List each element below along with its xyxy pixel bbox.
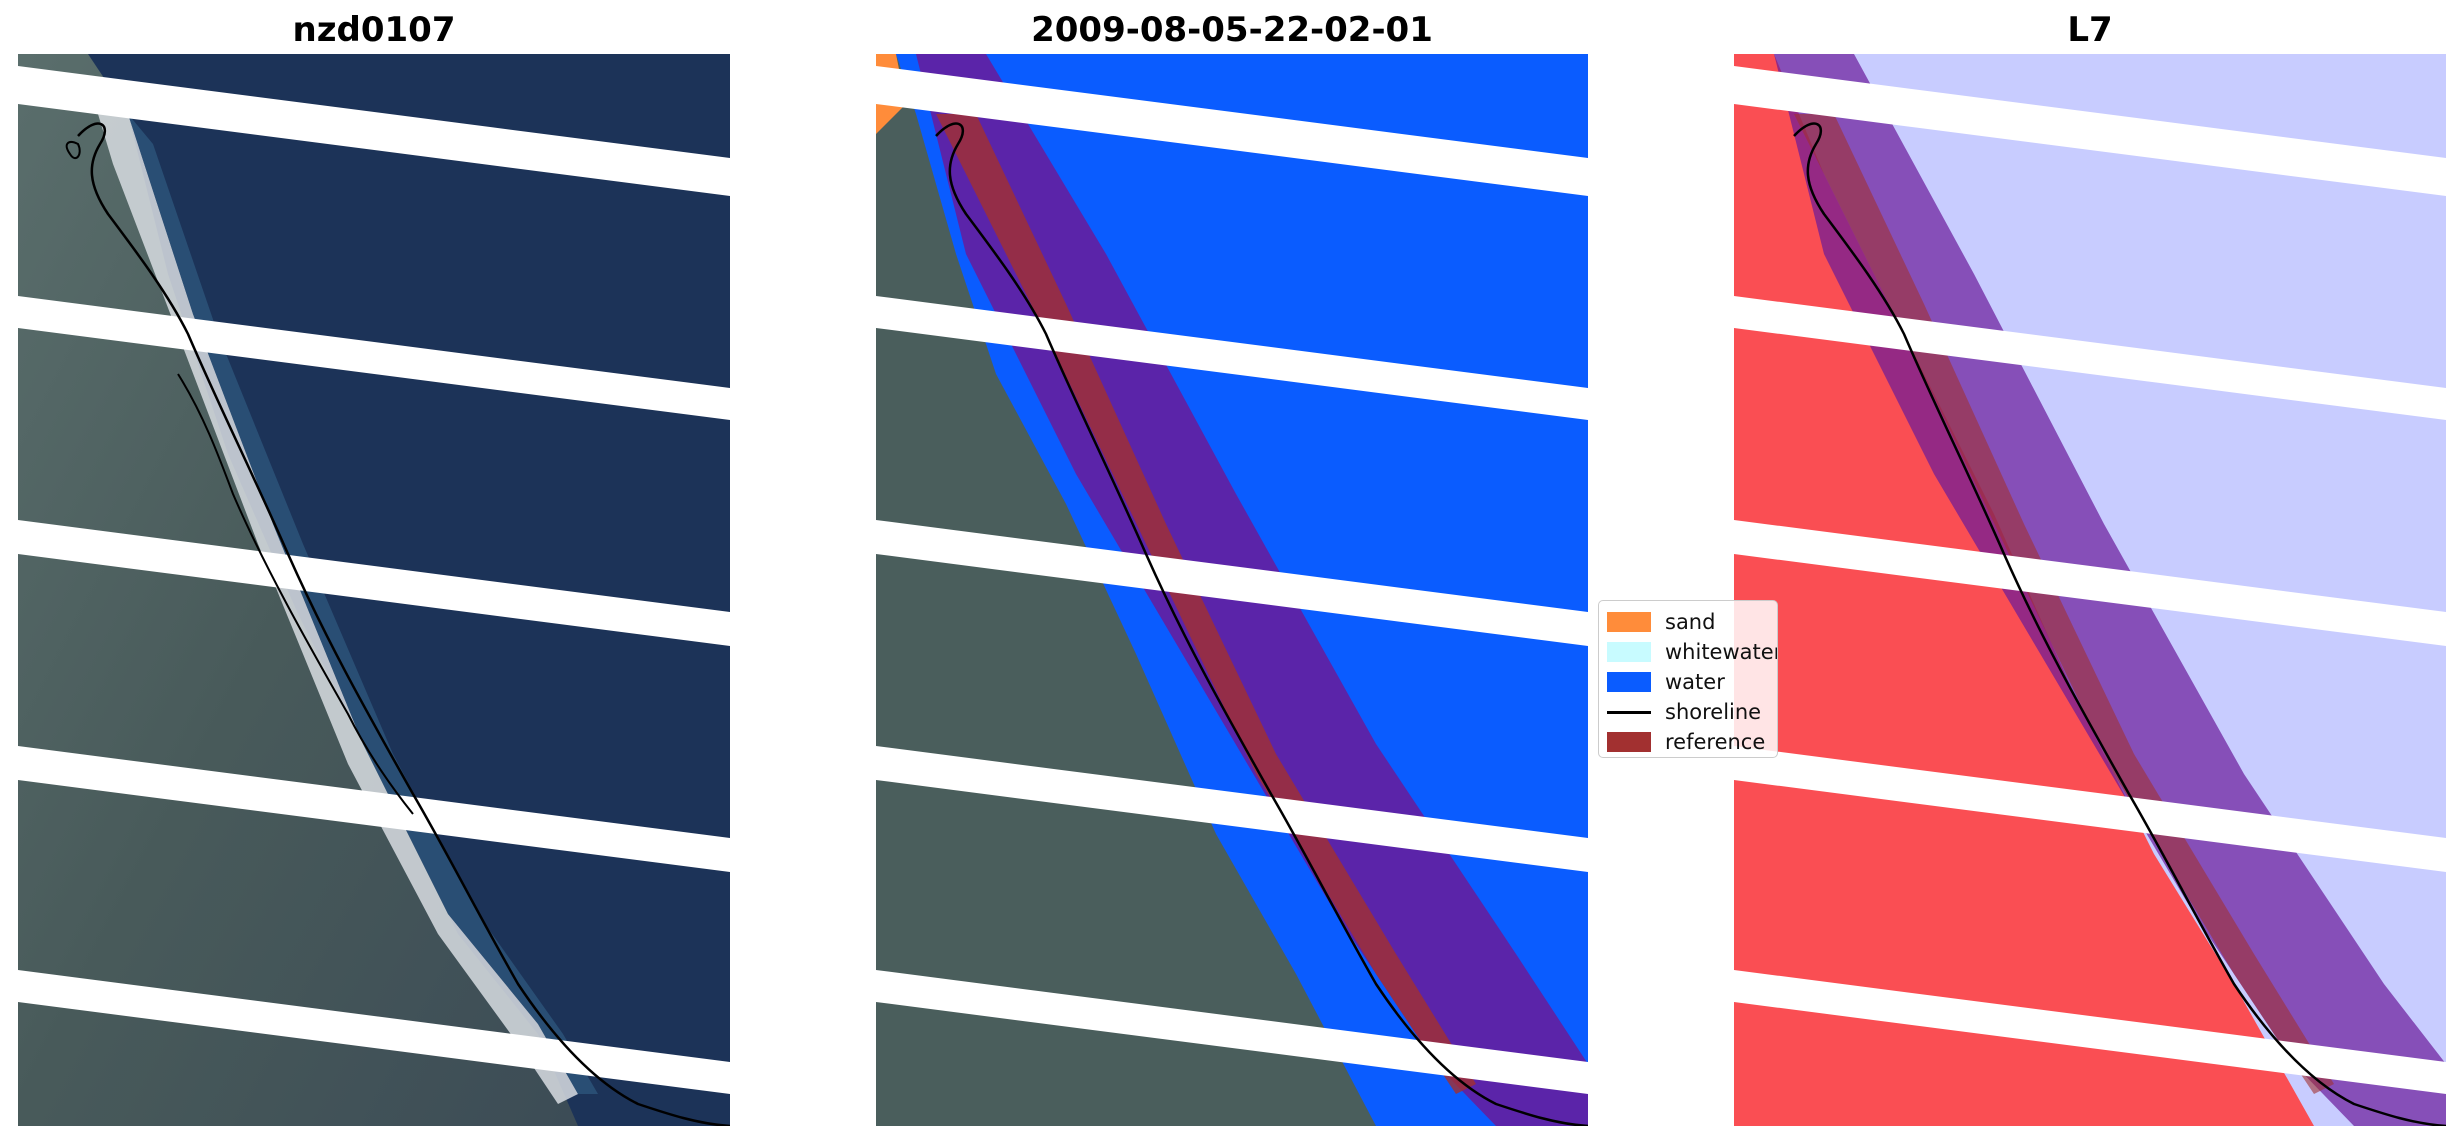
shoreline-line [77, 122, 730, 1126]
rgb-image-panel [18, 54, 730, 1126]
legend-swatch-water [1607, 672, 1651, 692]
legend-item-whitewater: whitewater [1607, 637, 1777, 667]
legend-swatch-shoreline [1607, 710, 1651, 714]
index-image [1734, 54, 2446, 1126]
legend-swatch-reference [1607, 732, 1651, 752]
legend-label-shoreline: shoreline [1665, 700, 1762, 724]
shoreline-line [1793, 122, 2446, 1126]
legend: sand whitewater water shoreline referenc… [1598, 600, 1778, 758]
legend-item-water: water [1607, 667, 1777, 697]
panel-title-index: L7 [2067, 10, 2113, 50]
rgb-image [18, 54, 730, 1126]
scanline-gaps [18, 66, 730, 1094]
panel-title-classification: 2009-08-05-22-02-01 [1031, 10, 1433, 50]
scanline-gaps [1734, 66, 2446, 1094]
legend-label-whitewater: whitewater [1665, 640, 1778, 664]
scanline-gaps [876, 66, 1588, 1094]
classification-panel [876, 54, 1588, 1126]
legend-label-water: water [1665, 670, 1725, 694]
legend-item-reference: reference [1607, 727, 1777, 757]
legend-item-shoreline: shoreline [1607, 697, 1777, 727]
legend-item-sand: sand [1607, 607, 1777, 637]
panel-title-rgb: nzd0107 [292, 10, 456, 50]
legend-label-sand: sand [1665, 610, 1716, 634]
legend-swatch-sand [1607, 612, 1651, 632]
shoreline-line [935, 122, 1588, 1126]
legend-label-reference: reference [1665, 730, 1766, 754]
classification-image [876, 54, 1588, 1126]
legend-swatch-whitewater [1607, 642, 1651, 662]
index-panel [1734, 54, 2446, 1126]
